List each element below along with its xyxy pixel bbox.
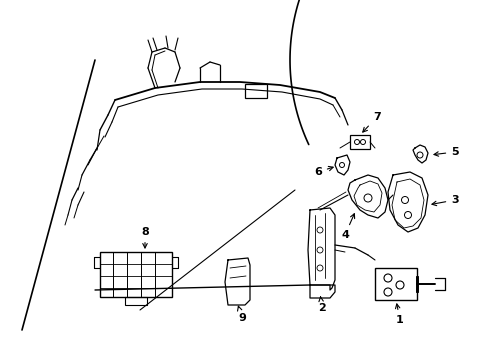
Text: 2: 2 [318,297,325,313]
Bar [415,276,417,292]
Bar [374,268,416,300]
Bar [244,84,266,98]
Text: 3: 3 [431,195,458,206]
Bar [125,297,147,305]
Text: 5: 5 [433,147,458,157]
Text: 6: 6 [313,166,332,177]
Text: 4: 4 [340,214,354,240]
Bar [100,252,172,297]
Text: 1: 1 [395,304,403,325]
Bar [349,135,369,149]
Text: 8: 8 [141,227,148,248]
Text: 9: 9 [237,306,245,323]
Text: 7: 7 [362,112,380,132]
